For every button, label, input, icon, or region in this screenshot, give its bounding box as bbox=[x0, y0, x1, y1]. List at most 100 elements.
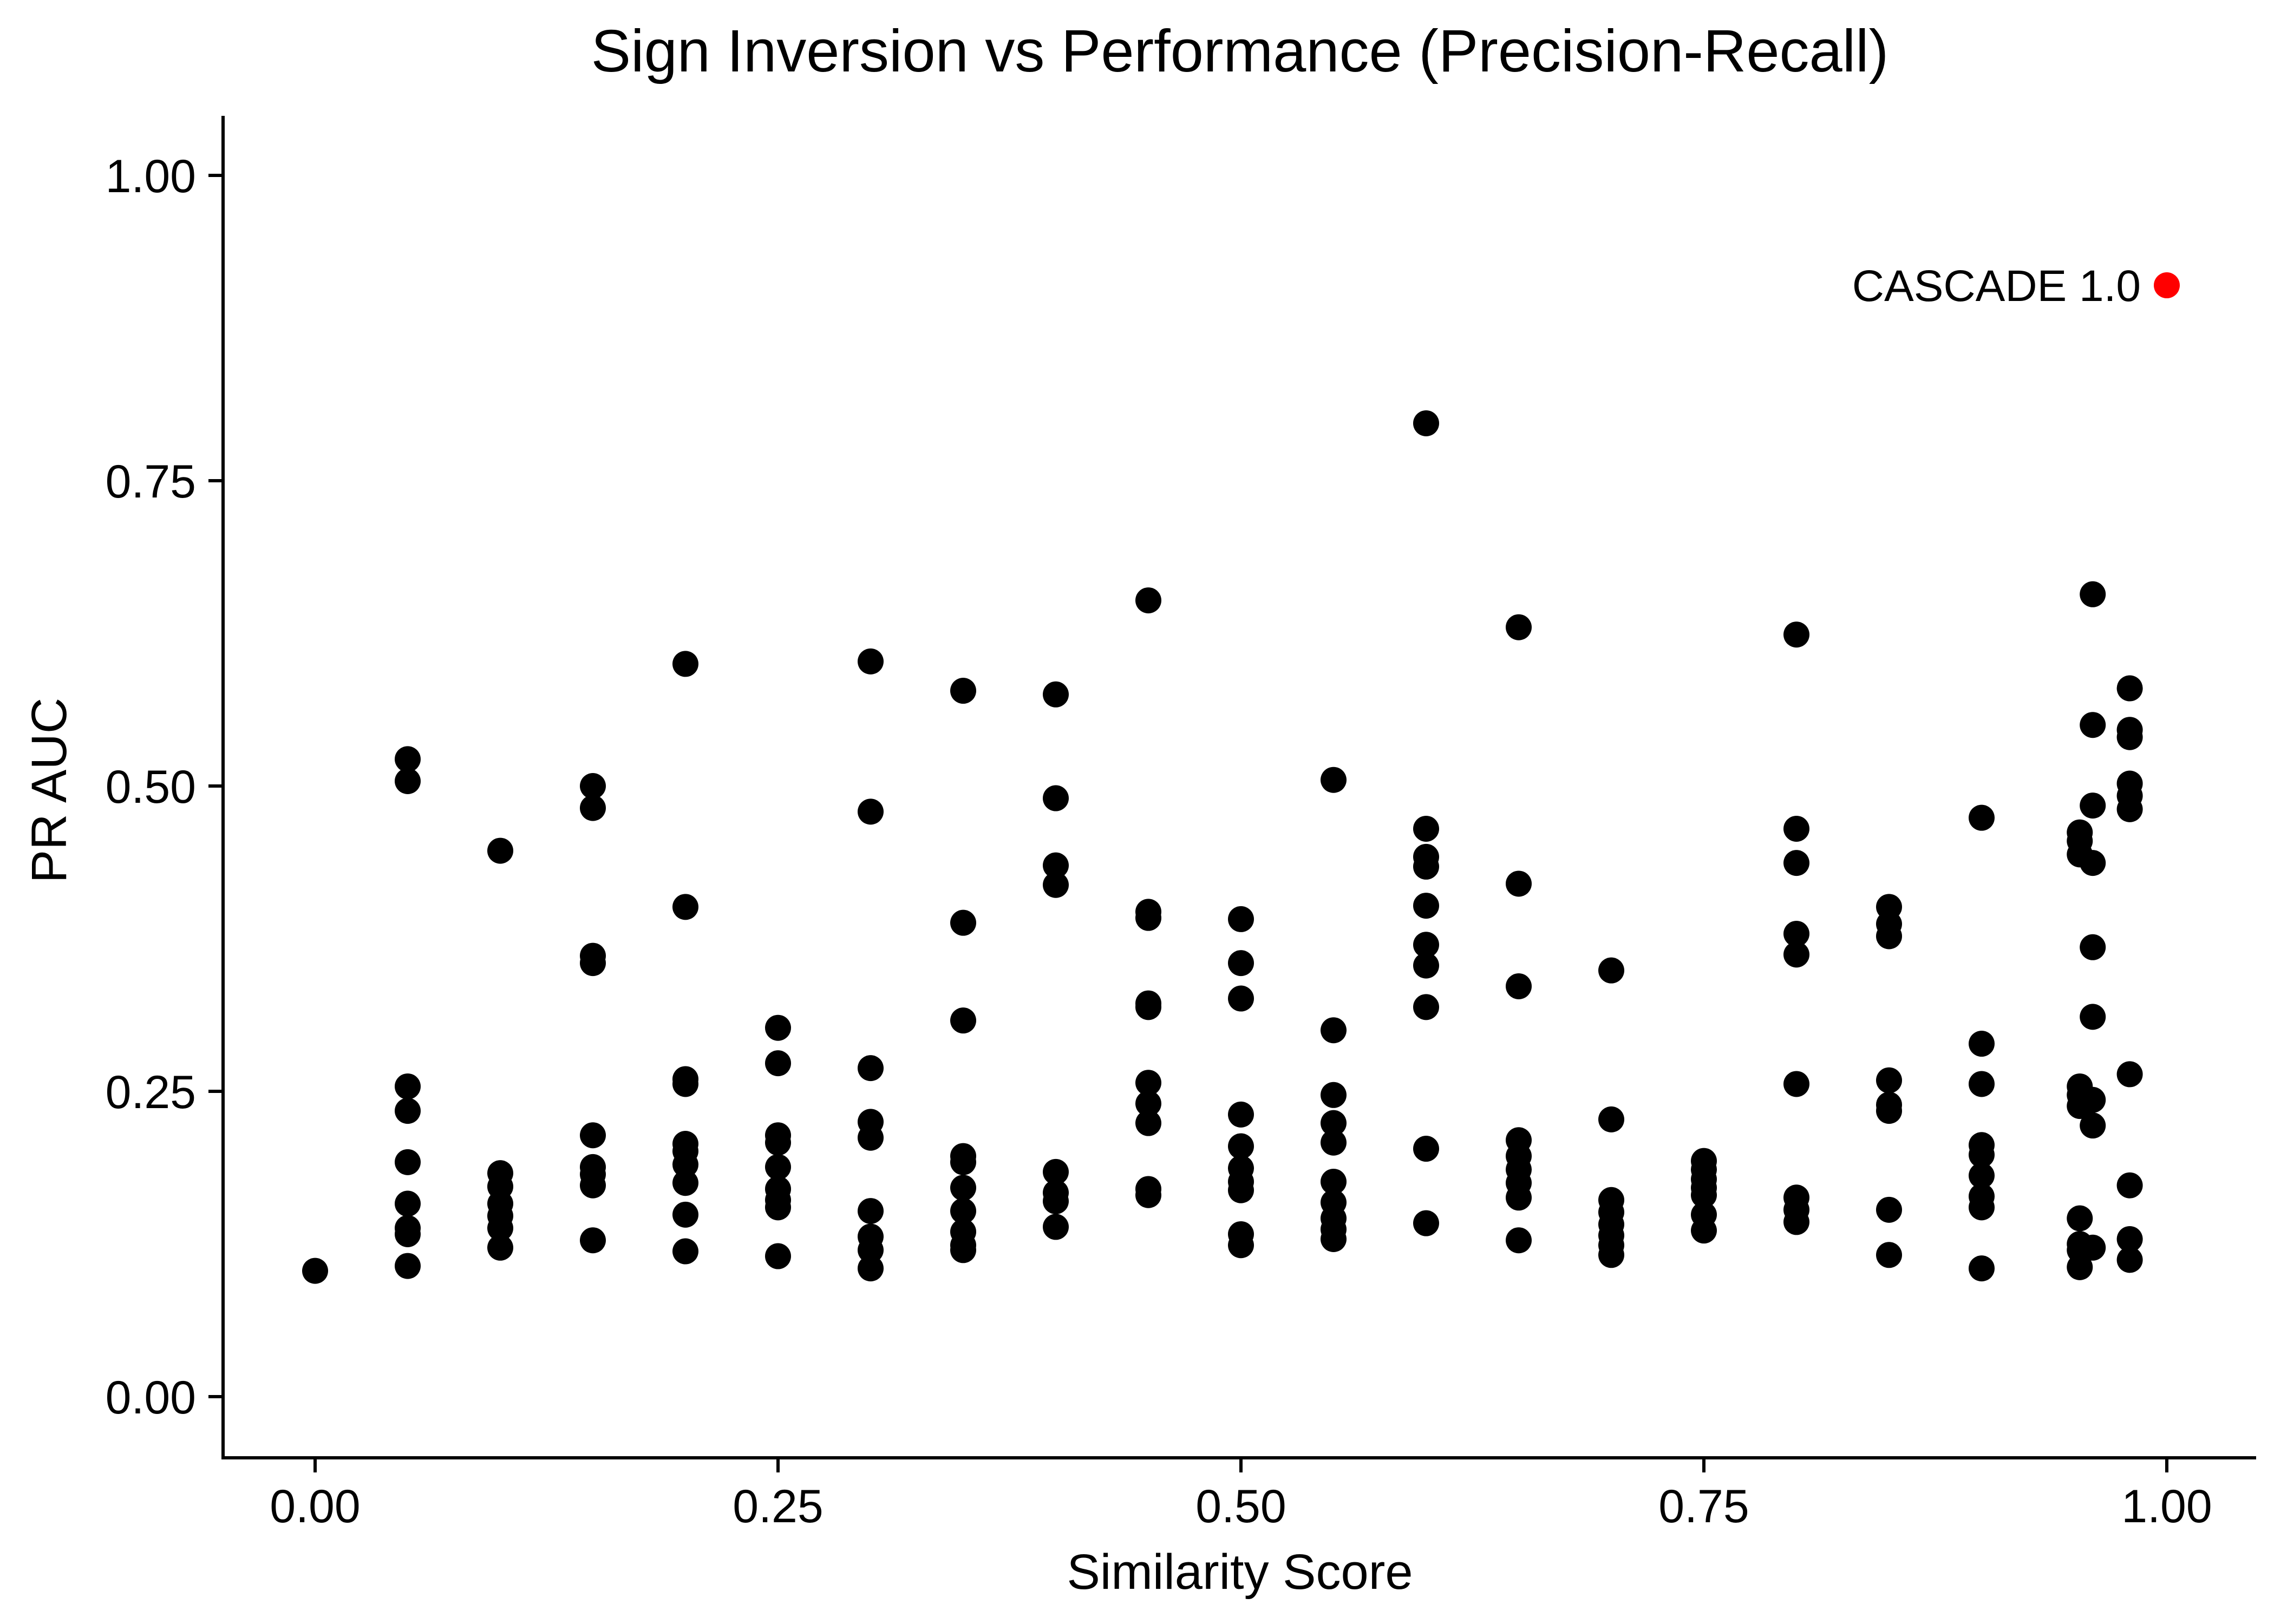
data-point bbox=[2080, 1234, 2106, 1261]
data-point bbox=[395, 1098, 421, 1124]
data-point bbox=[1506, 1184, 1532, 1211]
data-point bbox=[672, 1170, 698, 1196]
data-point bbox=[1783, 815, 1809, 842]
data-point bbox=[950, 1007, 976, 1034]
data-point bbox=[1506, 973, 1532, 999]
data-point bbox=[672, 1201, 698, 1228]
data-point bbox=[1321, 1129, 1347, 1156]
data-point bbox=[1228, 1177, 1254, 1203]
data-point bbox=[1228, 1133, 1254, 1160]
data-point bbox=[858, 1237, 884, 1263]
data-point bbox=[1043, 681, 1069, 708]
data-point bbox=[1043, 1158, 1069, 1185]
y-axis-title: PR AUC bbox=[22, 698, 77, 883]
data-point bbox=[395, 1190, 421, 1217]
data-point bbox=[1876, 1067, 1902, 1093]
highlight-label: CASCADE 1.0 bbox=[1852, 261, 2141, 311]
data-point bbox=[1783, 850, 1809, 876]
data-point bbox=[1876, 1196, 1902, 1223]
data-point bbox=[2080, 850, 2106, 876]
data-point bbox=[580, 1227, 606, 1254]
data-point bbox=[1413, 952, 1439, 979]
data-point bbox=[1876, 1242, 1902, 1268]
data-point bbox=[1228, 906, 1254, 932]
data-point bbox=[1413, 893, 1439, 919]
y-tick-label: 0.25 bbox=[106, 1066, 196, 1118]
data-point bbox=[1783, 941, 1809, 968]
data-point bbox=[858, 1055, 884, 1082]
data-point bbox=[1969, 1142, 1995, 1168]
data-point bbox=[858, 798, 884, 825]
data-point bbox=[2067, 1254, 2093, 1280]
y-ticks: 0.00 0.25 0.50 0.75 1.00 bbox=[106, 150, 223, 1424]
data-point bbox=[858, 648, 884, 675]
data-point bbox=[2080, 934, 2106, 960]
chart-title: Sign Inversion vs Performance (Precision… bbox=[591, 18, 1889, 84]
data-point bbox=[2080, 712, 2106, 738]
data-point bbox=[2116, 724, 2143, 750]
y-tick-label: 0.00 bbox=[106, 1372, 196, 1424]
data-point bbox=[765, 1154, 791, 1180]
data-point bbox=[858, 1124, 884, 1151]
x-tick-label: 0.00 bbox=[270, 1481, 360, 1533]
data-point bbox=[1413, 1136, 1439, 1162]
data-point bbox=[765, 1050, 791, 1077]
data-point bbox=[1135, 994, 1161, 1020]
data-point bbox=[395, 1221, 421, 1247]
x-tick-label: 1.00 bbox=[2121, 1481, 2212, 1533]
x-tick-label: 0.25 bbox=[733, 1481, 823, 1533]
data-point bbox=[1969, 804, 1995, 831]
data-point bbox=[1321, 1110, 1347, 1136]
data-point bbox=[950, 909, 976, 936]
highlight-point bbox=[2154, 272, 2180, 299]
data-point bbox=[1506, 614, 1532, 640]
data-point bbox=[2080, 1004, 2106, 1030]
data-point bbox=[302, 1258, 328, 1284]
data-point bbox=[1321, 1168, 1347, 1195]
data-point bbox=[1413, 853, 1439, 880]
data-point bbox=[672, 894, 698, 920]
data-point bbox=[1135, 1070, 1161, 1096]
data-point bbox=[580, 1172, 606, 1199]
y-tick-label: 0.75 bbox=[106, 456, 196, 508]
data-point bbox=[765, 1194, 791, 1221]
data-point bbox=[1413, 1210, 1439, 1236]
data-point bbox=[1321, 1226, 1347, 1252]
data-point bbox=[1135, 905, 1161, 931]
data-point bbox=[2116, 1172, 2143, 1199]
data-point bbox=[1598, 957, 1624, 984]
data-point bbox=[1783, 1209, 1809, 1235]
data-point bbox=[950, 1175, 976, 1201]
data-point bbox=[487, 1215, 513, 1241]
data-point bbox=[2116, 1226, 2143, 1252]
data-point bbox=[580, 950, 606, 977]
data-point bbox=[1413, 410, 1439, 436]
x-tick-label: 0.75 bbox=[1658, 1481, 1749, 1533]
data-point bbox=[395, 746, 421, 772]
data-point bbox=[2080, 793, 2106, 819]
data-point bbox=[1043, 785, 1069, 811]
data-point bbox=[765, 1014, 791, 1041]
data-point bbox=[672, 1151, 698, 1178]
data-point bbox=[1135, 1110, 1161, 1136]
data-point bbox=[580, 773, 606, 799]
data-point bbox=[1413, 994, 1439, 1020]
data-point bbox=[2116, 796, 2143, 822]
data-point bbox=[1413, 815, 1439, 842]
data-point bbox=[395, 1073, 421, 1099]
data-point bbox=[1043, 1188, 1069, 1215]
x-ticks: 0.00 0.25 0.50 0.75 1.00 bbox=[270, 1458, 2212, 1533]
data-point bbox=[580, 1122, 606, 1149]
data-point bbox=[858, 1255, 884, 1282]
data-point bbox=[395, 1253, 421, 1279]
data-point bbox=[2080, 1086, 2106, 1113]
data-point bbox=[2080, 1112, 2106, 1139]
data-point bbox=[1321, 1082, 1347, 1108]
data-point bbox=[1321, 767, 1347, 793]
data-point bbox=[1043, 1214, 1069, 1240]
data-point bbox=[858, 1198, 884, 1224]
data-point bbox=[2116, 1247, 2143, 1273]
data-point bbox=[950, 678, 976, 704]
data-point bbox=[1969, 1162, 1995, 1189]
